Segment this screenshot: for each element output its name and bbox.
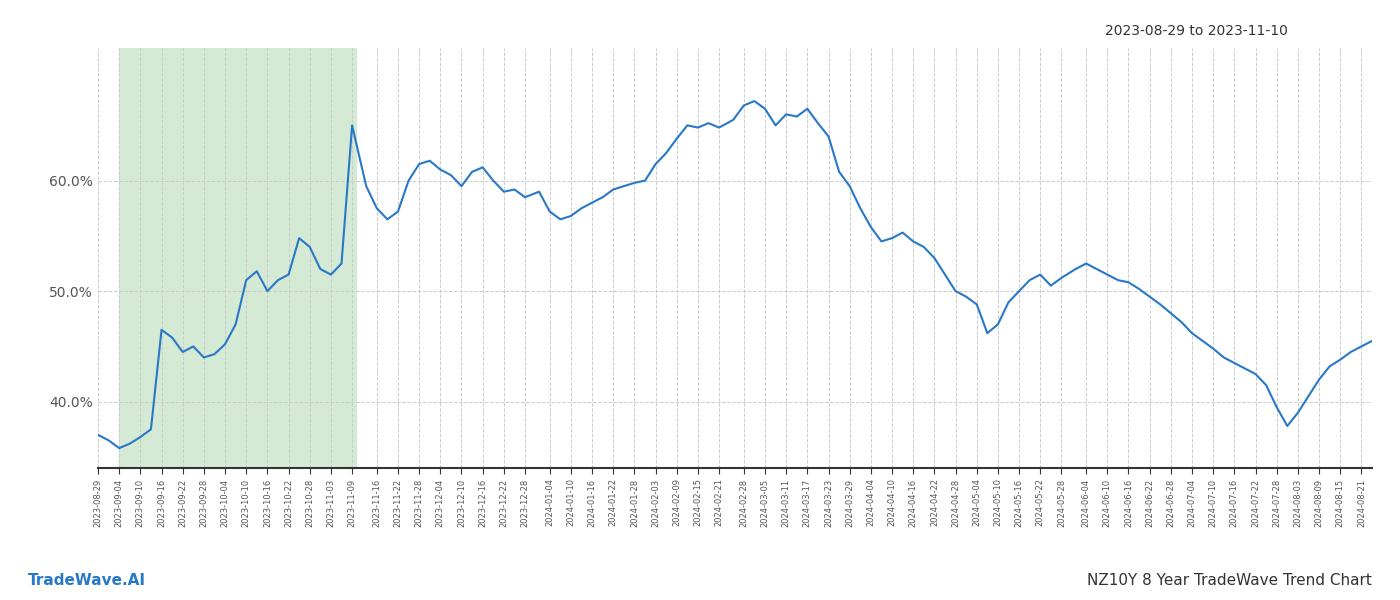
Text: TradeWave.AI: TradeWave.AI [28, 573, 146, 588]
Text: 2023-08-29 to 2023-11-10: 2023-08-29 to 2023-11-10 [1105, 24, 1288, 38]
Text: NZ10Y 8 Year TradeWave Trend Chart: NZ10Y 8 Year TradeWave Trend Chart [1088, 573, 1372, 588]
Bar [119, 48, 356, 468]
